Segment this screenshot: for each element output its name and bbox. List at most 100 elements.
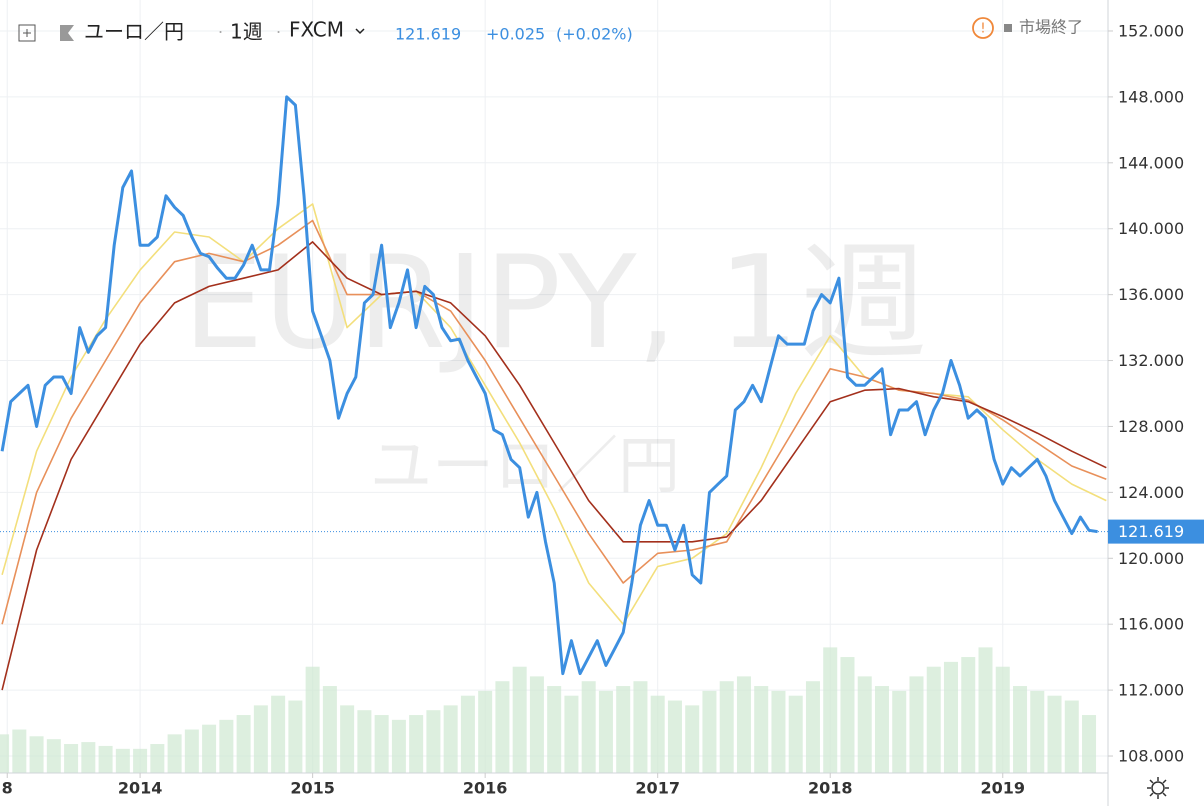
volume-bar (202, 724, 217, 773)
y-tick-label: 120.000 (1118, 549, 1184, 568)
settings-rays (1147, 777, 1169, 799)
volume-bar (133, 748, 148, 773)
volume-bar (1013, 686, 1028, 773)
sep: · (276, 23, 281, 42)
volume-bar (754, 686, 769, 773)
volume-bar (495, 681, 510, 773)
header-change-pct: (+0.02%) (556, 25, 633, 44)
volume-bar (892, 690, 907, 773)
last-price-box (1108, 519, 1204, 544)
status: 市場終了 (1019, 18, 1083, 37)
sep: · (218, 23, 223, 42)
volume-bar (857, 676, 872, 773)
volume-bar (633, 681, 648, 773)
x-tick-label: 8 (2, 779, 13, 798)
volume-bar (340, 705, 355, 773)
volume-bar (685, 705, 700, 773)
volume-bar (271, 695, 286, 773)
volume-bar (184, 729, 199, 773)
volume-bar (167, 734, 182, 773)
volume-bar (823, 647, 838, 773)
y-tick-label: 108.000 (1118, 747, 1184, 766)
y-tick-label: 112.000 (1118, 681, 1184, 700)
series-line (0, 95, 1098, 676)
volume-bar (305, 666, 320, 773)
exchange[interactable]: FXCM (289, 18, 344, 42)
volume-bar (253, 705, 268, 773)
volume-bar (667, 700, 682, 773)
volume-bar (788, 695, 803, 773)
volume-bar (547, 686, 562, 773)
series-line (1, 219, 1107, 625)
volume-bar (564, 695, 579, 773)
volume-bar (1082, 715, 1097, 773)
volume-bar (29, 736, 44, 773)
volume-bar (391, 719, 406, 773)
volume-bar (81, 742, 96, 773)
volume-bar (64, 744, 79, 773)
volume-bar (1047, 695, 1062, 773)
grid (0, 0, 1108, 773)
volume-bar (1030, 690, 1045, 773)
interval[interactable]: 1週 (230, 20, 263, 44)
volume-bar (650, 695, 665, 773)
volume-bar (478, 690, 493, 773)
volume-bar (1064, 700, 1079, 773)
volume-bar (236, 715, 251, 773)
volume-bar (736, 676, 751, 773)
volume-bar (115, 748, 130, 773)
y-tick-label: 116.000 (1118, 615, 1184, 634)
volume-bar (150, 744, 165, 773)
volume-bar (98, 745, 113, 773)
volume-bar (719, 681, 734, 773)
y-tick-label: 144.000 (1118, 153, 1184, 172)
volume-bar (805, 681, 820, 773)
volume-bar (12, 729, 27, 773)
volume-bar (0, 734, 10, 773)
volume-bar (616, 686, 631, 773)
x-tick-label: 2015 (290, 779, 335, 798)
volume-bar (374, 715, 389, 773)
volume-bar (219, 719, 234, 773)
y-tick-label: 148.000 (1118, 87, 1184, 106)
volume-bar (46, 739, 61, 773)
add-icon[interactable] (18, 24, 36, 42)
volume-bar (926, 666, 941, 773)
volume-bar (995, 666, 1010, 773)
volume-bar (598, 690, 613, 773)
x-tick-label: 2018 (808, 779, 853, 798)
header-price: 121.619 (395, 25, 461, 44)
watermark: EURJPY, 1週 (183, 229, 928, 378)
volume-bar (529, 676, 544, 773)
volume-bar (322, 686, 337, 773)
volume-bar (943, 661, 958, 773)
dropdown-icon[interactable] (355, 28, 365, 35)
flag-icon (60, 25, 74, 41)
settings-icon[interactable] (1151, 781, 1165, 795)
volume-bar (771, 690, 786, 773)
last-price-label: 121.619 (1118, 522, 1184, 541)
volume-bar (874, 686, 889, 773)
volume-bar (978, 647, 993, 773)
volume-bar (357, 710, 372, 773)
x-tick-label: 2014 (118, 779, 163, 798)
header-change: +0.025 (486, 25, 545, 44)
y-tick-label: 136.000 (1118, 285, 1184, 304)
x-tick-label: 2019 (980, 779, 1025, 798)
volume-bar (909, 676, 924, 773)
symbol[interactable]: ユーロ／円 (84, 20, 184, 44)
y-tick-label: 128.000 (1118, 417, 1184, 436)
warning-icon[interactable] (972, 17, 994, 39)
volume-bar (288, 700, 303, 773)
y-tick-label: 132.000 (1118, 351, 1184, 370)
volume-bar (409, 715, 424, 773)
volume-bar (840, 657, 855, 773)
volume-bar (702, 690, 717, 773)
volume-bar (581, 681, 596, 773)
warning-mark: ! (980, 22, 985, 37)
lines (0, 95, 1107, 691)
status-dot (1004, 24, 1012, 32)
y-tick-label: 124.000 (1118, 483, 1184, 502)
